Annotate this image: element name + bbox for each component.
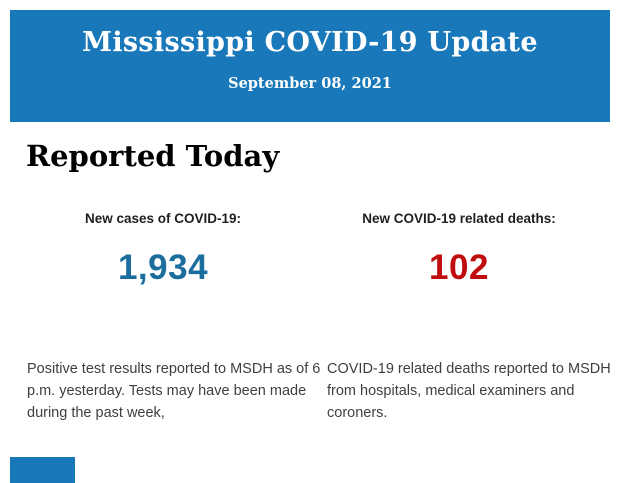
new-cases-value: 1,934 — [117, 248, 209, 287]
next-section-banner-partial — [10, 457, 75, 483]
new-deaths-label: New COVID-19 related deaths: — [362, 211, 556, 226]
section-heading: Reported Today — [26, 139, 280, 173]
new-cases-label: New cases of COVID-19: — [84, 211, 242, 226]
header-date: September 08, 2021 — [228, 75, 392, 92]
header-banner: Mississippi COVID-19 Update September 08… — [10, 10, 610, 122]
page-title: Mississippi COVID-19 Update — [82, 27, 538, 58]
new-deaths-value: 102 — [429, 248, 489, 287]
new-cases-description: Positive test results reported to MSDH a… — [27, 360, 321, 421]
new-deaths-description: COVID-19 related deaths reported to MSDH… — [327, 360, 611, 421]
